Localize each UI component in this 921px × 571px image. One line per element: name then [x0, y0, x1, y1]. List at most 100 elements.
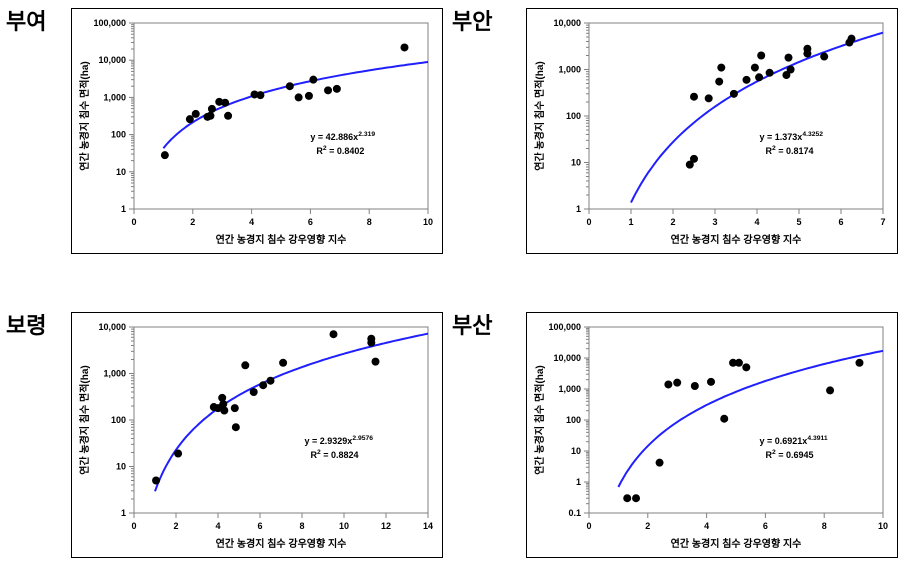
y-tick-label: 100 [111, 415, 126, 425]
x-tick-label: 6 [838, 217, 843, 227]
fit-curve [163, 62, 428, 148]
data-point [333, 85, 341, 93]
panel-title: 부안 [452, 4, 492, 36]
y-tick-label: 10 [116, 167, 126, 177]
data-point [690, 155, 698, 163]
x-tick-label: 10 [423, 217, 433, 227]
data-point [267, 377, 275, 385]
y-tick-label: 10,000 [553, 353, 581, 363]
y-tick-label: 1 [121, 508, 126, 518]
x-tick-label: 2 [173, 521, 178, 531]
chart-box: 024681012141101001,00010,000연간 농경지 침수 강우… [71, 312, 443, 558]
equation-line-2: R2 = 0.8174 [766, 145, 814, 156]
data-point [305, 92, 313, 100]
data-point [820, 53, 828, 61]
x-tick-label: 8 [299, 521, 304, 531]
x-tick-label: 6 [257, 521, 262, 531]
x-tick-label: 4 [215, 521, 220, 531]
y-tick-label: 1,000 [103, 369, 126, 379]
data-point [152, 476, 160, 484]
data-point [755, 73, 763, 81]
y-tick-label: 100,000 [93, 18, 126, 28]
data-point [220, 407, 228, 415]
y-tick-label: 1,000 [558, 384, 581, 394]
x-tick-label: 0 [131, 521, 136, 531]
data-point [623, 494, 631, 502]
y-tick-label: 10,000 [553, 18, 581, 28]
fit-curve [631, 33, 883, 203]
data-point [787, 66, 795, 74]
data-point [259, 381, 267, 389]
data-point [279, 359, 287, 367]
x-tick-label: 0 [586, 521, 591, 531]
y-axis-label: 연간 농경지 침수 면적(ha) [533, 365, 546, 474]
x-tick-label: 1 [628, 217, 633, 227]
equation-line-1: y = 0.6921x4.3911 [760, 435, 828, 446]
equation-line-1: y = 1.373x4.3252 [760, 131, 824, 142]
y-tick-label: 10 [571, 158, 581, 168]
data-point [743, 76, 751, 84]
data-point [192, 110, 200, 118]
x-axis-label: 연간 농경지 침수 강우영향 지수 [671, 537, 802, 550]
chart-svg: 024681012141101001,00010,000연간 농경지 침수 강우… [72, 313, 442, 557]
y-tick-label: 10,000 [98, 322, 126, 332]
equation-line-1: y = 42.886x2.319 [310, 131, 375, 142]
plot-border [589, 327, 883, 513]
x-tick-label: 6 [763, 521, 768, 531]
data-point [367, 335, 375, 343]
data-point [224, 112, 232, 120]
data-point [742, 363, 750, 371]
x-tick-label: 10 [878, 521, 888, 531]
x-tick-label: 2 [190, 217, 195, 227]
data-point [286, 82, 294, 90]
x-tick-label: 4 [704, 521, 709, 531]
y-tick-label: 10 [116, 462, 126, 472]
y-tick-label: 10 [571, 446, 581, 456]
x-tick-label: 2 [645, 521, 650, 531]
panel-title: 부여 [6, 4, 46, 36]
x-tick-label: 12 [381, 521, 391, 531]
chart-svg: 02468101101001,00010,000100,000연간 농경지 침수… [72, 9, 442, 253]
data-point [751, 64, 759, 72]
chart-svg: 02468100.11101001,00010,000100,000연간 농경지… [527, 313, 897, 557]
data-point [664, 380, 672, 388]
data-point [174, 450, 182, 458]
data-point [720, 415, 728, 423]
data-point [690, 93, 698, 101]
data-point [256, 91, 264, 99]
y-tick-label: 1 [576, 477, 581, 487]
data-point [855, 359, 863, 367]
data-point [717, 64, 725, 72]
equation-line-1: y = 2.9329x2.9576 [305, 435, 374, 446]
plot-border [134, 23, 428, 209]
x-tick-label: 3 [712, 217, 717, 227]
data-point [208, 105, 216, 113]
data-point [735, 359, 743, 367]
data-point [372, 358, 380, 366]
panel-title: 부산 [452, 308, 492, 340]
panel-title: 보령 [6, 308, 46, 340]
equation-line-2: R2 = 0.8824 [311, 449, 359, 460]
chart-svg: 012345671101001,00010,000연간 농경지 침수 강우영향 … [527, 9, 897, 253]
y-tick-label: 1 [121, 204, 126, 214]
x-tick-label: 4 [754, 217, 759, 227]
y-tick-label: 100 [566, 415, 581, 425]
chart-box: 012345671101001,00010,000연간 농경지 침수 강우영향 … [526, 8, 898, 254]
data-point [295, 93, 303, 101]
y-tick-label: 1,000 [103, 92, 126, 102]
data-point [206, 112, 214, 120]
data-point [632, 494, 640, 502]
data-point [766, 69, 774, 77]
x-tick-label: 6 [308, 217, 313, 227]
equation-line-2: R2 = 0.6945 [766, 449, 814, 460]
x-tick-label: 14 [423, 521, 433, 531]
x-axis-label: 연간 농경지 침수 강우영향 지수 [216, 537, 347, 550]
x-axis-label: 연간 농경지 침수 강우영향 지수 [216, 233, 347, 246]
data-point [826, 386, 834, 394]
y-tick-label: 1 [576, 204, 581, 214]
x-tick-label: 0 [586, 217, 591, 227]
plot-border [134, 327, 428, 513]
x-tick-label: 8 [822, 521, 827, 531]
data-point [785, 54, 793, 62]
data-point [221, 99, 229, 107]
